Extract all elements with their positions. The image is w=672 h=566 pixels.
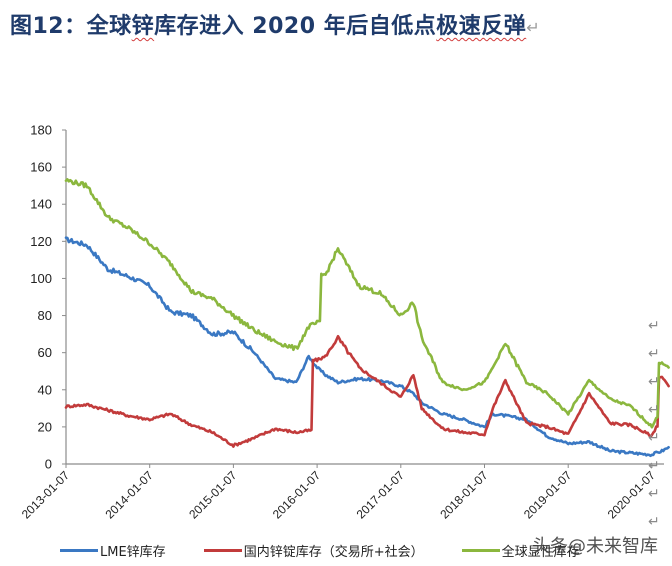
paragraph-return-icon: ↵ xyxy=(526,18,541,37)
legend-item-lme: LME锌库存 xyxy=(60,541,166,560)
title-spellcheck-word: 锌 xyxy=(131,14,155,39)
chart-title: 图12：全球锌库存进入 2020 年后自低点极速反弹↵ xyxy=(10,8,540,40)
paragraph-return-icon: ↵ xyxy=(648,486,660,502)
y-tick-label: 20 xyxy=(38,419,52,434)
paragraph-return-icon: ↵ xyxy=(648,458,660,474)
legend-label-lme: LME锌库存 xyxy=(100,545,166,560)
x-tick-label: 2017-01-07 xyxy=(354,468,408,522)
y-tick-label: 120 xyxy=(30,234,52,249)
y-tick-label: 60 xyxy=(38,345,52,360)
legend-label-global: 全球显性库存 xyxy=(501,545,580,560)
chart-series xyxy=(64,178,670,458)
series-line-1 xyxy=(64,334,670,448)
chart-legend: LME锌库存 国内锌锭库存（交易所+社会） 全球显性库存 xyxy=(60,541,580,560)
paragraph-return-icon: ↵ xyxy=(648,402,660,418)
paragraph-return-icon: ↵ xyxy=(648,430,660,446)
y-tick-label: 140 xyxy=(30,197,52,212)
chart-axes: 0 20 40 60 80 100 120 140 160 180 2013-01-07 2014-0… xyxy=(19,123,664,522)
y-tick-label: 180 xyxy=(30,123,52,138)
x-tick-label: 2014-01-07 xyxy=(103,468,157,522)
paragraph-return-icon: ↵ xyxy=(648,346,660,362)
legend-swatch-lme xyxy=(60,549,98,552)
legend-item-global: 全球显性库存 xyxy=(461,541,580,560)
x-tick-label: 2015-01-07 xyxy=(186,468,240,522)
legend-swatch-global xyxy=(461,549,500,552)
y-tick-label: 100 xyxy=(30,271,52,286)
y-tick-label: 0 xyxy=(45,457,52,472)
y-tick-label: 160 xyxy=(30,160,52,175)
legend-swatch-domestic xyxy=(203,549,242,552)
watermark: 头条@未来智库 xyxy=(532,536,658,557)
title-prefix: 图12：全球 xyxy=(10,14,132,39)
y-tick-label: 80 xyxy=(38,308,52,323)
paragraph-marks: ↵ ↵ ↵ ↵ ↵ ↵ ↵ ↵ xyxy=(648,318,660,530)
x-tick-label: 2013-01-07 xyxy=(19,468,73,522)
x-tick-label: 2018-01-07 xyxy=(437,468,491,522)
title-middle: 库存进入 2020 年后自低点 xyxy=(154,14,437,39)
paragraph-return-icon: ↵ xyxy=(648,374,660,390)
x-tick-label: 2016-01-07 xyxy=(270,468,324,522)
series-line-2 xyxy=(64,178,670,429)
legend-label-domestic: 国内锌锭库存（交易所+社会） xyxy=(243,545,424,560)
title-spellcheck-phrase: 极速反弹 xyxy=(436,14,527,39)
y-tick-label: 40 xyxy=(38,382,52,397)
paragraph-return-icon: ↵ xyxy=(648,318,660,334)
x-tick-label: 2019-01-07 xyxy=(521,468,575,522)
legend-item-domestic: 国内锌锭库存（交易所+社会） xyxy=(203,541,424,560)
paragraph-return-icon: ↵ xyxy=(648,514,660,530)
series-line-0 xyxy=(64,236,670,458)
